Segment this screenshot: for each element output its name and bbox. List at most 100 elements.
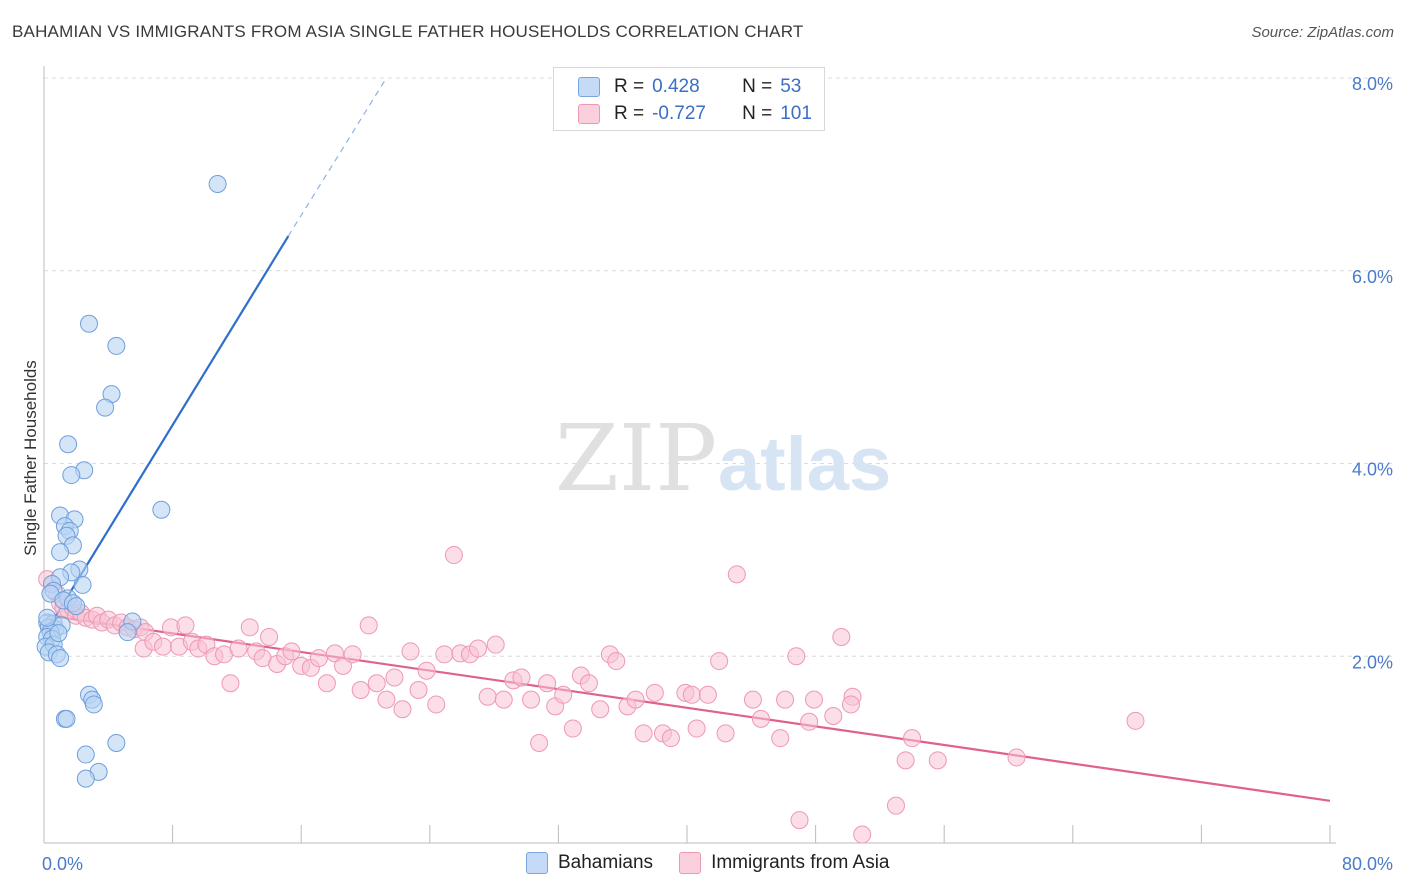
data-point-immigrants-from-asia: [176, 616, 195, 635]
data-point-immigrants-from-asia: [591, 700, 610, 719]
data-point-immigrants-from-asia: [486, 635, 505, 654]
data-point-immigrants-from-asia: [512, 668, 531, 687]
y-tick-label: 8.0%: [1352, 74, 1393, 94]
bottom-legend-label: Bahamians: [558, 852, 654, 873]
bottom-legend-swatch-blue: [526, 852, 548, 874]
source-label: Source: ZipAtlas.com: [1251, 24, 1394, 41]
y-tick-label: 2.0%: [1352, 652, 1393, 672]
data-point-immigrants-from-asia: [409, 680, 428, 699]
data-point-bahamians: [107, 733, 126, 752]
data-point-immigrants-from-asia: [776, 690, 795, 709]
data-point-bahamians: [49, 624, 68, 643]
y-tick-label: 4.0%: [1352, 460, 1393, 480]
bottom-legend: Bahamians Immigrants from Asia: [526, 852, 916, 874]
y-tick-label: 6.0%: [1352, 267, 1393, 287]
data-point-immigrants-from-asia: [832, 627, 851, 646]
bottom-legend-swatch-pink: [679, 852, 702, 874]
data-point-bahamians: [107, 336, 126, 355]
legend-r-label: R =: [614, 103, 645, 124]
data-point-bahamians: [96, 398, 115, 417]
watermark-zip: ZIP: [555, 405, 717, 512]
data-point-immigrants-from-asia: [687, 719, 706, 738]
data-point-immigrants-from-asia: [359, 616, 378, 635]
x-tick-label: 80.0%: [1342, 854, 1393, 874]
data-point-immigrants-from-asia: [554, 685, 573, 704]
data-point-immigrants-from-asia: [385, 668, 404, 687]
data-point-immigrants-from-asia: [710, 652, 729, 671]
data-point-immigrants-from-asia: [787, 647, 806, 666]
data-point-immigrants-from-asia: [1126, 711, 1145, 730]
legend-n-label: N =: [742, 76, 773, 97]
data-point-immigrants-from-asia: [427, 695, 446, 714]
data-point-immigrants-from-asia: [282, 642, 301, 661]
data-point-bahamians: [80, 314, 99, 333]
legend: R = 0.428 N = 53 R = -0.727 N = 101: [553, 67, 825, 131]
data-point-immigrants-from-asia: [634, 724, 653, 743]
x-tick-label: 0.0%: [42, 854, 83, 874]
legend-r-value: 0.428: [652, 76, 700, 97]
data-point-immigrants-from-asia: [240, 618, 259, 637]
data-point-immigrants-from-asia: [333, 656, 352, 675]
data-point-bahamians: [84, 695, 103, 714]
data-point-immigrants-from-asia: [903, 729, 922, 748]
data-point-immigrants-from-asia: [435, 645, 454, 664]
data-point-immigrants-from-asia: [896, 751, 915, 770]
data-point-immigrants-from-asia: [824, 707, 843, 726]
axes: [43, 66, 1336, 844]
data-point-immigrants-from-asia: [494, 690, 513, 709]
data-point-immigrants-from-asia: [804, 690, 823, 709]
data-point-immigrants-from-asia: [853, 825, 872, 844]
data-point-immigrants-from-asia: [716, 724, 735, 743]
data-point-bahamians: [76, 745, 95, 764]
data-point-immigrants-from-asia: [563, 719, 582, 738]
gridlines: [44, 77, 1392, 657]
chart-title: BAHAMIAN VS IMMIGRANTS FROM ASIA SINGLE …: [12, 22, 804, 41]
legend-row-bahamians: R = 0.428 N = 53: [578, 74, 801, 100]
data-point-immigrants-from-asia: [579, 674, 598, 693]
data-point-immigrants-from-asia: [377, 690, 396, 709]
data-point-immigrants-from-asia: [607, 652, 626, 671]
legend-r-value: -0.727: [652, 103, 706, 124]
data-point-immigrants-from-asia: [886, 796, 905, 815]
data-point-bahamians: [51, 543, 70, 562]
data-point-immigrants-from-asia: [771, 729, 790, 748]
watermark: ZIP atlas: [555, 405, 891, 512]
legend-row-immigrants: R = -0.727 N = 101: [578, 101, 812, 127]
data-point-immigrants-from-asia: [538, 674, 557, 693]
data-point-immigrants-from-asia: [800, 712, 819, 731]
data-point-immigrants-from-asia: [522, 690, 541, 709]
legend-n-value: 53: [780, 76, 802, 97]
data-point-immigrants-from-asia: [661, 729, 680, 748]
legend-r-label: R =: [614, 76, 645, 97]
bottom-legend-label: Immigrants from Asia: [711, 852, 890, 873]
trendline-bahamians-extension: [287, 77, 387, 237]
data-point-immigrants-from-asia: [478, 687, 497, 706]
data-point-bahamians: [57, 709, 76, 728]
legend-swatch-blue: [578, 77, 600, 97]
data-point-immigrants-from-asia: [393, 700, 412, 719]
series-bahamians: [36, 175, 227, 788]
data-point-immigrants-from-asia: [351, 680, 370, 699]
y-axis-label: Single Father Households: [21, 360, 40, 556]
legend-n-label: N =: [742, 103, 773, 124]
data-point-bahamians: [73, 575, 92, 594]
data-point-immigrants-from-asia: [221, 674, 240, 693]
data-point-bahamians: [38, 608, 57, 627]
data-point-immigrants-from-asia: [841, 695, 860, 714]
data-point-bahamians: [208, 175, 227, 194]
data-point-bahamians: [59, 435, 78, 454]
data-point-immigrants-from-asia: [444, 546, 463, 565]
data-point-immigrants-from-asia: [530, 733, 549, 752]
data-point-bahamians: [67, 597, 86, 616]
data-point-bahamians: [118, 623, 137, 642]
data-point-immigrants-from-asia: [1007, 748, 1026, 767]
data-point-immigrants-from-asia: [469, 639, 488, 658]
data-point-immigrants-from-asia: [229, 639, 248, 658]
data-point-immigrants-from-asia: [153, 637, 172, 656]
data-point-immigrants-from-asia: [698, 685, 717, 704]
data-point-immigrants-from-asia: [343, 645, 362, 664]
tick-labels: 2.0% 4.0% 6.0% 8.0% 0.0% 80.0%: [42, 74, 1393, 874]
data-point-immigrants-from-asia: [626, 690, 645, 709]
data-point-immigrants-from-asia: [260, 627, 279, 646]
